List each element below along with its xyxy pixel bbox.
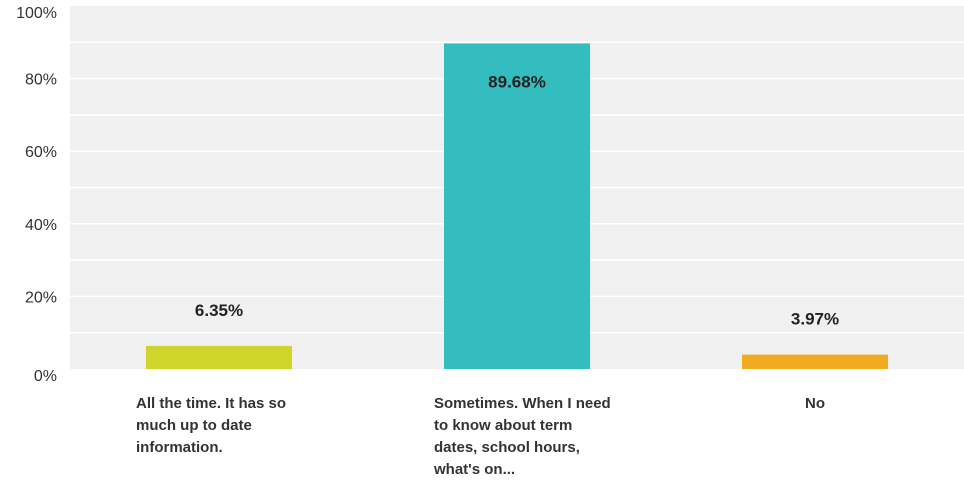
y-tick-label: 20% [25,289,57,306]
data-label: 3.97% [791,310,839,329]
data-labels: 6.35% 89.68% 3.97% [195,72,839,328]
y-axis-ticks: 0% 20% 40% 60% 80% 100% [16,5,57,385]
y-tick-label: 60% [25,144,57,161]
y-tick-label: 80% [25,72,57,89]
bar [444,43,590,369]
x-category-label: All the time. It has so much up to date … [136,395,287,456]
bar [146,345,292,369]
x-category-label: Sometimes. When I need to know about ter… [434,395,611,478]
x-category-label: No [805,395,825,412]
bar [742,354,888,369]
data-label: 89.68% [488,72,546,91]
bars [146,43,888,369]
y-tick-label: 40% [25,217,57,234]
data-label: 6.35% [195,301,243,320]
y-tick-label: 0% [34,368,57,385]
y-tick-label: 100% [16,5,57,22]
